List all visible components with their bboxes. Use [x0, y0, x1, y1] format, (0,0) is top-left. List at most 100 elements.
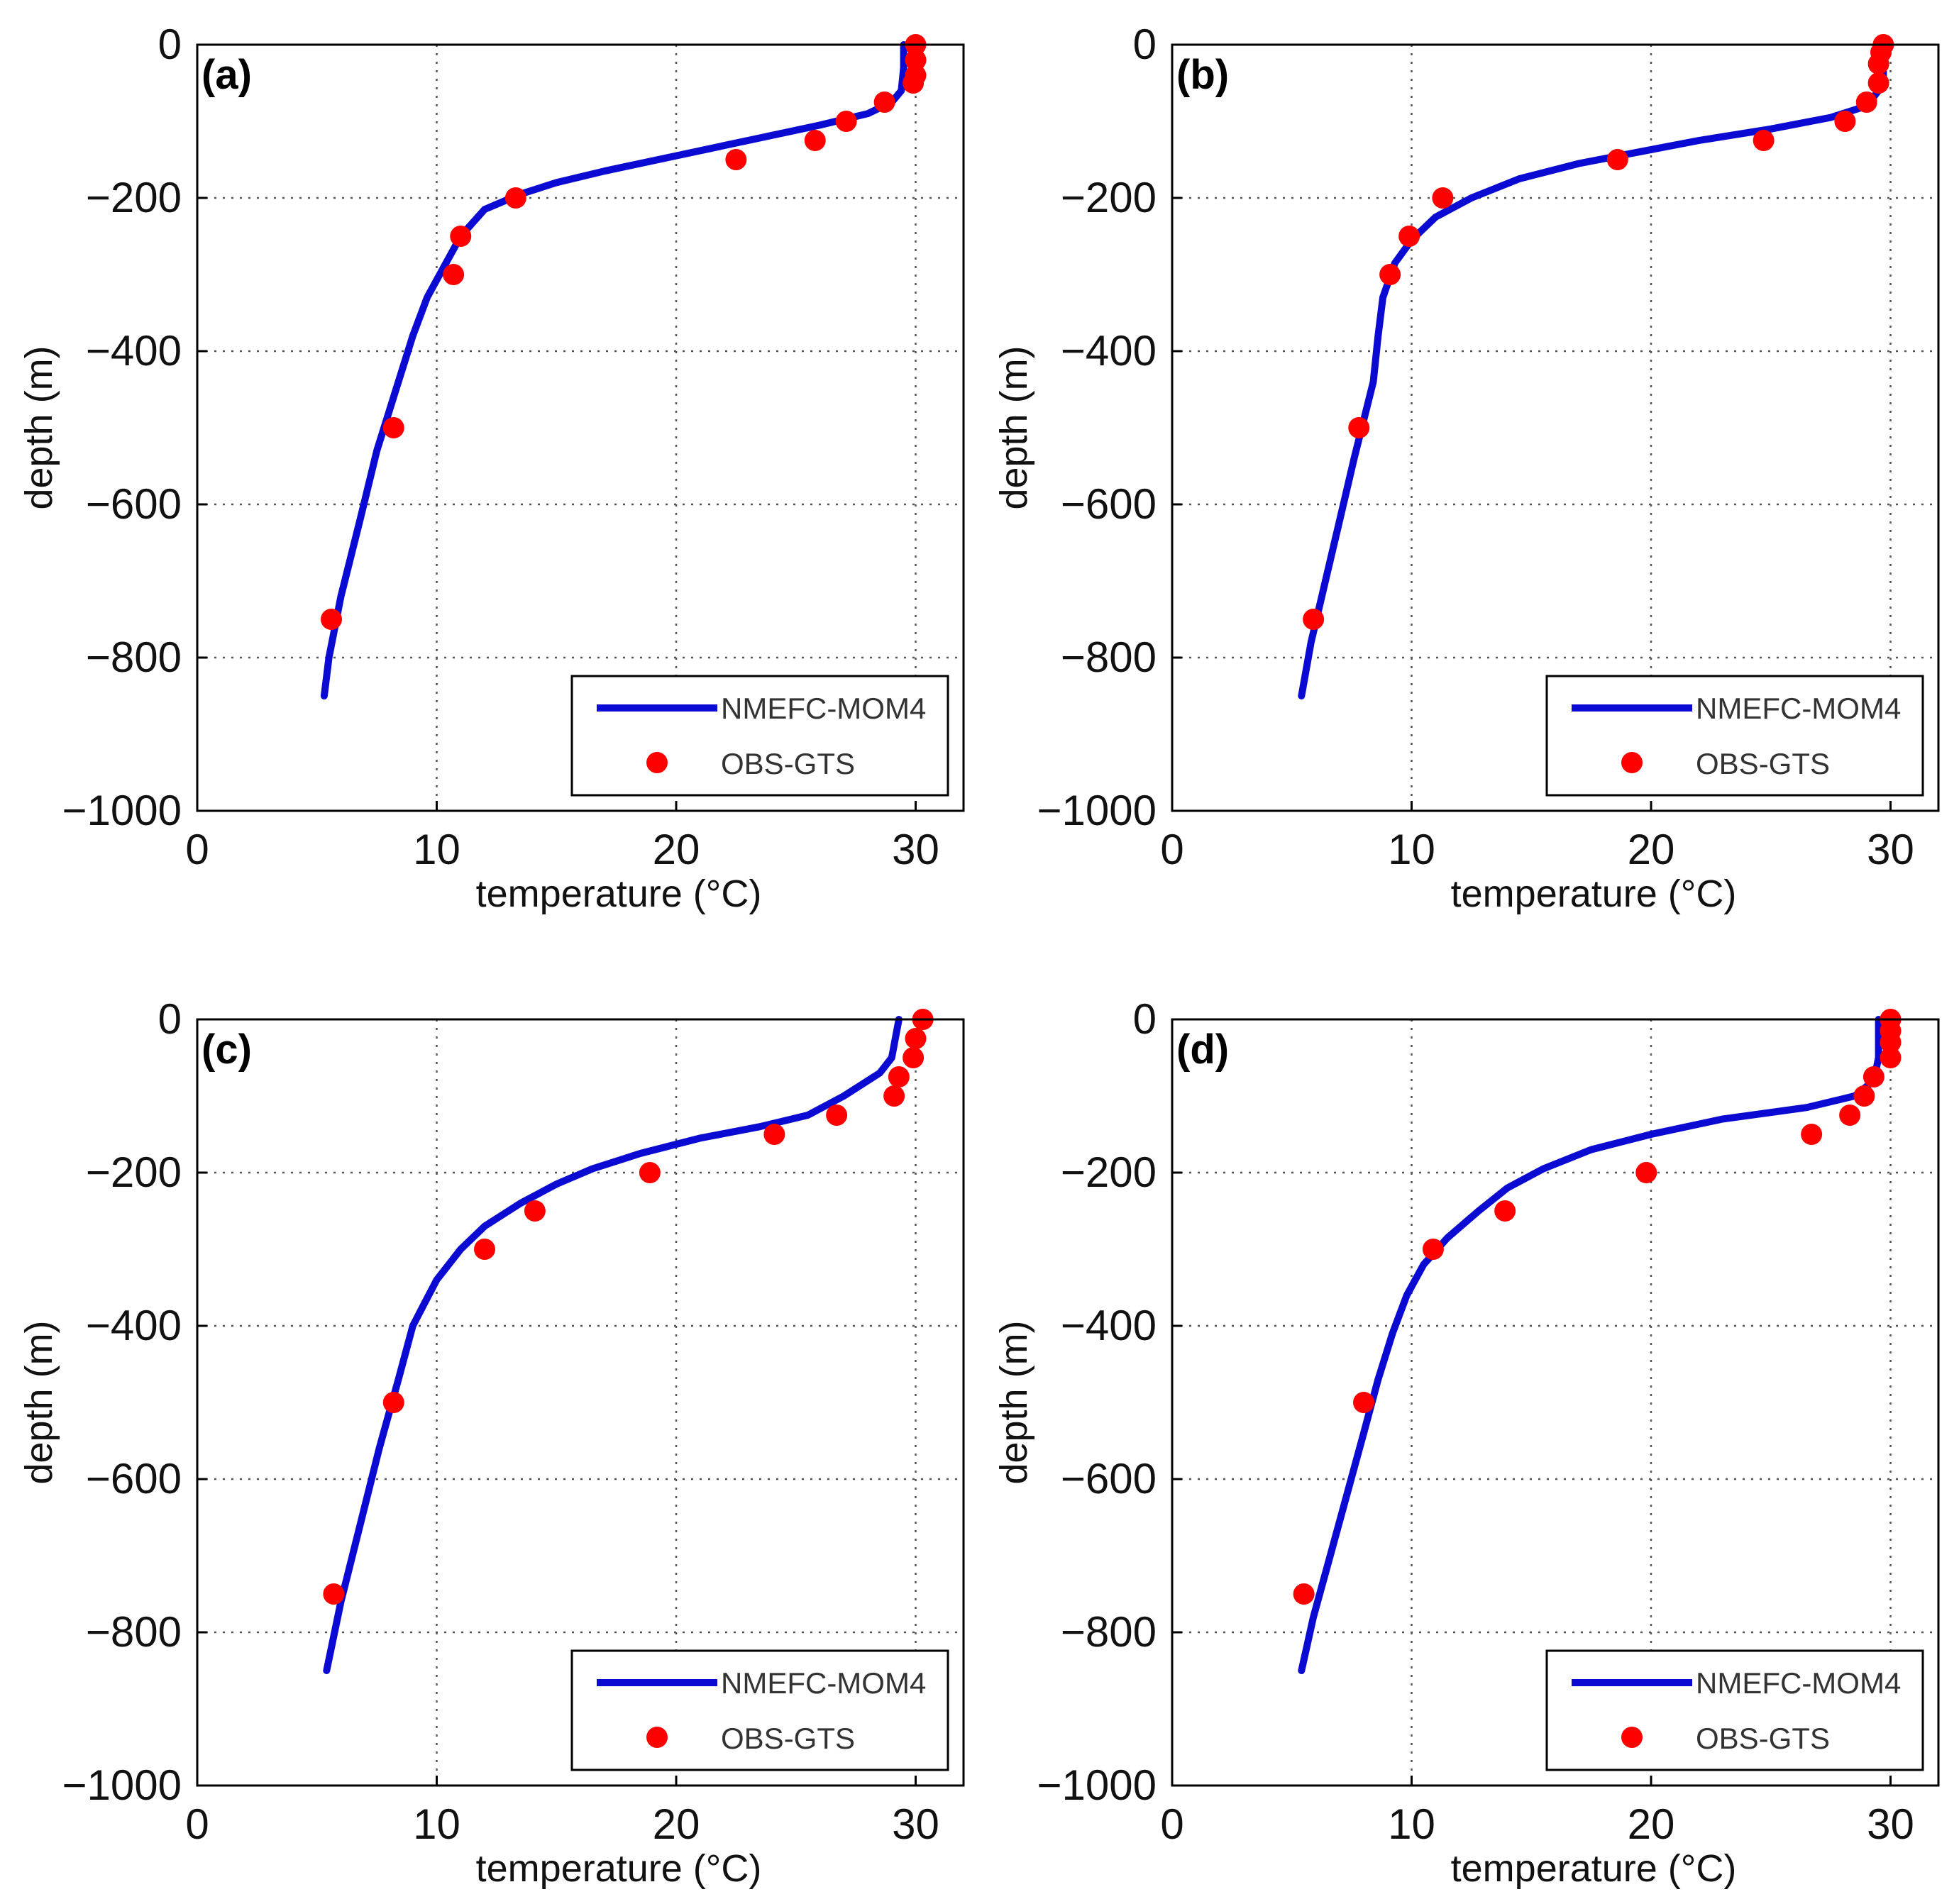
- chart-0-frame: [196, 43, 965, 812]
- chart-1-ytick-label-3: −600: [1061, 480, 1157, 528]
- chart-1-ytick-label-4: −800: [1061, 633, 1157, 681]
- chart-0-xtick-label-1: 10: [413, 826, 460, 873]
- chart-1-frame: [1171, 43, 1940, 812]
- chart-0-x-axis-label: temperature (°C): [476, 873, 762, 915]
- chart-3-obs-point-10: [1422, 1239, 1444, 1260]
- chart-2-legend-label-1: OBS-GTS: [721, 1722, 855, 1755]
- chart-1-obs-point-10: [1379, 264, 1401, 285]
- chart-2-legend: NMEFC-MOM4 OBS-GTS: [570, 1649, 949, 1771]
- chart-0-ytick-label-1: −200: [86, 174, 182, 221]
- chart-3-obs-point-12: [1293, 1583, 1315, 1605]
- chart-0-obs-point-8: [504, 187, 526, 209]
- chart-2-obs-point-4: [883, 1085, 905, 1107]
- chart-1-obs-point-7: [1606, 149, 1628, 170]
- chart-1-obs-point-12: [1303, 609, 1325, 630]
- chart-2-series-line: [323, 1016, 903, 1674]
- chart-2-frame: [196, 1018, 965, 1787]
- chart-0-ytick-label-2: −400: [86, 327, 182, 375]
- chart-1-obs-point-8: [1432, 187, 1454, 209]
- chart-2-panel: 0 10 20 30 0 −200 −400 −600 −800 −1000 temperature…: [18, 995, 965, 1890]
- chart-1-legend-box: [1545, 675, 1924, 797]
- chart-2-legend-point-swatch: [646, 1727, 668, 1748]
- chart-3-legend: NMEFC-MOM4 OBS-GTS: [1545, 1649, 1924, 1771]
- chart-2-ytick-label-0: 0: [158, 995, 182, 1043]
- chart-1-panel-label: (b): [1176, 52, 1229, 98]
- chart-0-xtick-label-2: 20: [653, 826, 700, 873]
- chart-0-panel-label: (a): [202, 52, 252, 98]
- chart-3-xtick-label-0: 0: [1160, 1800, 1183, 1848]
- chart-0-ytick-label-3: −600: [86, 480, 182, 528]
- chart-3-ytick-label-1: −200: [1061, 1149, 1157, 1196]
- chart-1-obs-point-6: [1753, 130, 1775, 151]
- chart-2-xtick-label-3: 30: [892, 1800, 939, 1848]
- chart-1-obs-point-2: [1867, 53, 1889, 74]
- chart-3-xtick-label-1: 10: [1388, 1800, 1435, 1848]
- chart-0-legend-label-0: NMEFC-MOM4: [721, 692, 926, 725]
- chart-0-ytick-label-0: 0: [158, 21, 182, 68]
- chart-2-xtick-label-1: 10: [413, 1800, 460, 1848]
- chart-3-ytick-label-0: 0: [1133, 995, 1157, 1043]
- chart-2-ytick-label-1: −200: [86, 1149, 182, 1196]
- chart-0-obs-point-9: [450, 226, 472, 247]
- chart-2-panel-label: (c): [202, 1026, 252, 1073]
- chart-3-frame: [1171, 1018, 1940, 1787]
- chart-2-obs-point-10: [382, 1392, 404, 1413]
- chart-1-legend-point-swatch: [1621, 752, 1643, 773]
- chart-3-ytick-label-4: −800: [1061, 1608, 1157, 1656]
- chart-0-ytick-label-5: −1000: [62, 787, 182, 834]
- chart-3-obs-point-11: [1353, 1392, 1374, 1413]
- chart-0-obs-point-6: [804, 130, 826, 151]
- chart-0-legend: NMEFC-MOM4 OBS-GTS: [570, 675, 949, 797]
- chart-2-xtick-label-2: 20: [653, 1800, 700, 1848]
- chart-3-obs-point-9: [1494, 1200, 1516, 1222]
- chart-2-legend-label-0: NMEFC-MOM4: [721, 1666, 926, 1700]
- chart-3-obs-point-3: [1880, 1047, 1902, 1068]
- chart-3-xtick-label-3: 30: [1867, 1800, 1914, 1848]
- chart-2-obs-point-6: [763, 1124, 785, 1145]
- chart-3-obs-point-2: [1880, 1031, 1902, 1053]
- chart-3-obs-point-6: [1839, 1105, 1861, 1126]
- chart-3-x-axis-label: temperature (°C): [1451, 1847, 1737, 1890]
- chart-3-series-line: [1298, 1016, 1882, 1674]
- chart-1-xtick-label-1: 10: [1388, 826, 1435, 873]
- chart-2-obs-point-7: [639, 1162, 661, 1183]
- chart-0-legend-box: [570, 675, 949, 797]
- chart-0-legend-label-1: OBS-GTS: [721, 747, 855, 780]
- chart-2-ytick-label-5: −1000: [62, 1761, 182, 1809]
- chart-1-obs-point-11: [1348, 417, 1370, 438]
- chart-0-obs-point-12: [321, 609, 342, 630]
- chart-2-obs-point-2: [903, 1047, 925, 1068]
- chart-1-panel: 0 10 20 30 0 −200 −400 −600 −800 −1000 temperature…: [993, 21, 1940, 915]
- chart-0-ytick-label-4: −800: [86, 633, 182, 681]
- chart-0-panel: 0 10 20 30 0 −200 −400 −600 −800 −1000 temperature…: [18, 21, 965, 915]
- chart-1-legend-label-1: OBS-GTS: [1696, 747, 1830, 780]
- chart-3-legend-point-swatch: [1621, 1727, 1643, 1748]
- chart-2-obs-point-1: [905, 1028, 927, 1049]
- chart-0-xtick-label-0: 0: [185, 826, 209, 873]
- chart-1-xtick-label-3: 30: [1867, 826, 1914, 873]
- chart-3-panel-label: (d): [1176, 1026, 1229, 1073]
- chart-1-ytick-label-0: 0: [1133, 21, 1157, 68]
- chart-2-obs-point-5: [826, 1105, 848, 1126]
- chart-2-ytick-label-2: −400: [86, 1302, 182, 1349]
- chart-1-xtick-label-0: 0: [1160, 826, 1183, 873]
- chart-0-obs-point-11: [382, 417, 404, 438]
- chart-1-legend-label-0: NMEFC-MOM4: [1696, 692, 1901, 725]
- chart-0-xtick-label-3: 30: [892, 826, 939, 873]
- chart-3-obs-point-7: [1801, 1124, 1823, 1145]
- chart-3-legend-label-1: OBS-GTS: [1696, 1722, 1830, 1755]
- chart-0-legend-point-swatch: [646, 752, 668, 773]
- chart-0-y-axis-label: depth (m): [18, 345, 60, 509]
- chart-1-x-axis-label: temperature (°C): [1451, 873, 1737, 915]
- chart-1-obs-point-9: [1398, 226, 1420, 247]
- chart-3-xtick-label-2: 20: [1628, 1800, 1675, 1848]
- chart-1-obs-point-4: [1855, 92, 1877, 113]
- chart-3-y-axis-label: depth (m): [993, 1320, 1035, 1484]
- chart-1-ytick-label-1: −200: [1061, 174, 1157, 221]
- chart-2-obs-point-3: [888, 1066, 910, 1087]
- chart-1-legend: NMEFC-MOM4 OBS-GTS: [1545, 675, 1924, 797]
- chart-3-obs-point-4: [1863, 1066, 1884, 1087]
- chart-2-y-axis-label: depth (m): [18, 1320, 60, 1484]
- chart-0-obs-point-7: [725, 149, 747, 170]
